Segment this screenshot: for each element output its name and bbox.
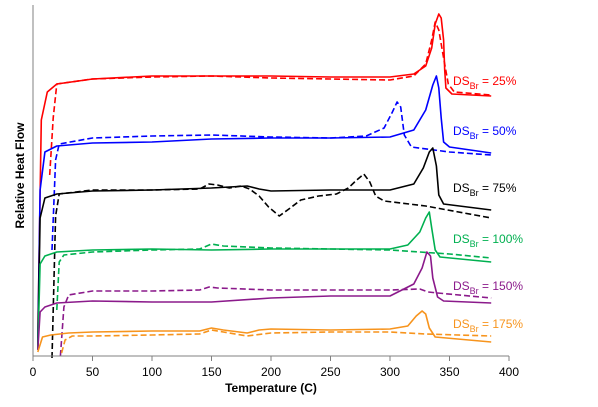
series-5-dashed-line — [59, 286, 492, 357]
series-4-solid-line — [37, 211, 492, 351]
x-tick-label: 50 — [86, 365, 100, 379]
x-tick-label: 400 — [499, 365, 519, 379]
series-6-label: DSBr = 175% — [453, 317, 523, 334]
series-2-label: DSBr = 50% — [453, 124, 517, 141]
series-6-dashed-line — [60, 329, 492, 354]
series-3-solid-line — [37, 147, 492, 350]
x-tick-label: 350 — [439, 365, 459, 379]
x-tick-label: 150 — [201, 365, 221, 379]
x-ticks: 0 50 100 150 200 250 300 350 400 — [30, 356, 519, 379]
x-tick-label: 0 — [30, 365, 37, 379]
x-tick-label: 300 — [380, 365, 400, 379]
x-tick-label: 100 — [142, 365, 162, 379]
series-4-dashed-line — [56, 243, 492, 311]
x-tick-label: 250 — [320, 365, 340, 379]
series-5-solid-line — [37, 251, 492, 351]
y-axis-title: Relative Heat Flow — [13, 122, 27, 229]
series-2-solid-line — [37, 75, 492, 346]
series-4-label: DSBr = 100% — [453, 232, 523, 249]
series-3-label: DSBr = 75% — [453, 181, 517, 198]
series-2-dashed-line — [51, 101, 492, 251]
series-1-label: DSBr = 25% — [453, 74, 517, 91]
x-tick-label: 200 — [261, 365, 281, 379]
series-labels: DSBr = 25% DSBr = 50% DSBr = 75% DSBr = 100… — [453, 74, 523, 334]
series-5-label: DSBr = 150% — [453, 279, 523, 296]
x-axis-title: Temperature (C) — [225, 381, 317, 395]
series-6-solid-line — [37, 310, 492, 353]
series-layer — [37, 13, 492, 359]
series-3-dashed-line — [51, 173, 492, 359]
series-1-solid-line — [37, 13, 492, 339]
series-1-dashed-line — [48, 21, 492, 176]
